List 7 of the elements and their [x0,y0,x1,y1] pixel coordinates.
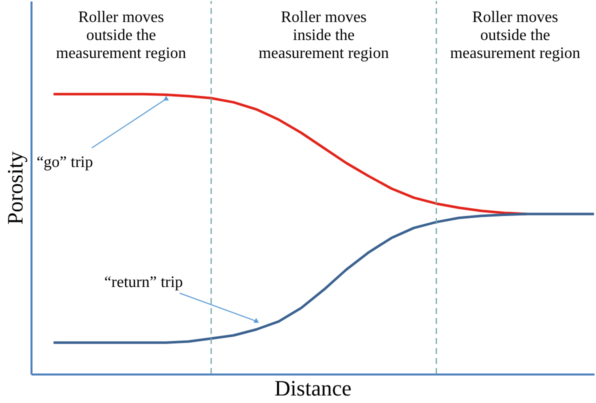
y-axis-title: Porosity [2,151,28,225]
annotation: “return” trip [104,274,183,291]
text: Roller moves outside the measurement region [450,9,580,62]
text: Roller moves outside the measurement region [56,9,186,62]
annotation: “go” trip [36,154,93,171]
text: Roller moves inside the measurement region [258,9,389,62]
x-axis-title: Distance [274,376,352,400]
